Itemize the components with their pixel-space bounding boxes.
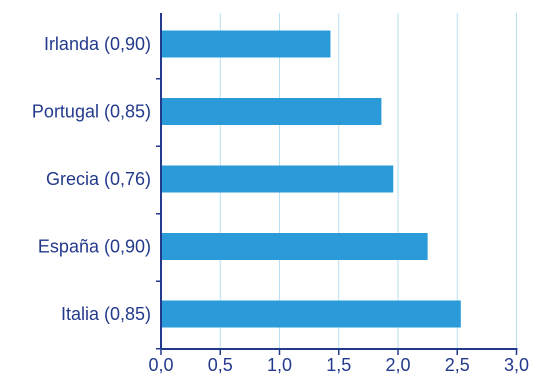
bar-1 <box>161 98 382 125</box>
bar-3 <box>161 233 428 260</box>
x-tick-label-2: 1,0 <box>267 355 292 375</box>
bars <box>161 30 461 328</box>
category-label-0: Irlanda (0,90) <box>44 34 151 54</box>
bar-4 <box>161 300 461 328</box>
x-tick-label-3: 1,5 <box>326 355 351 375</box>
category-label-4: Italia (0,85) <box>61 304 151 324</box>
x-tick-label-0: 0,0 <box>148 355 173 375</box>
bar-2 <box>161 165 394 193</box>
x-tick-label-5: 2,5 <box>445 355 470 375</box>
axes <box>156 13 518 355</box>
category-label-1: Portugal (0,85) <box>32 102 151 122</box>
category-label-3: España (0,90) <box>38 237 151 257</box>
x-tick-label-1: 0,5 <box>208 355 233 375</box>
category-label-2: Grecia (0,76) <box>46 169 151 189</box>
x-tick-label-4: 2,0 <box>385 355 410 375</box>
x-tick-label-6: 3,0 <box>504 355 529 375</box>
bar-0 <box>161 30 331 58</box>
labels: Irlanda (0,90) Portugal (0,85) Grecia (0,7… <box>32 34 529 375</box>
